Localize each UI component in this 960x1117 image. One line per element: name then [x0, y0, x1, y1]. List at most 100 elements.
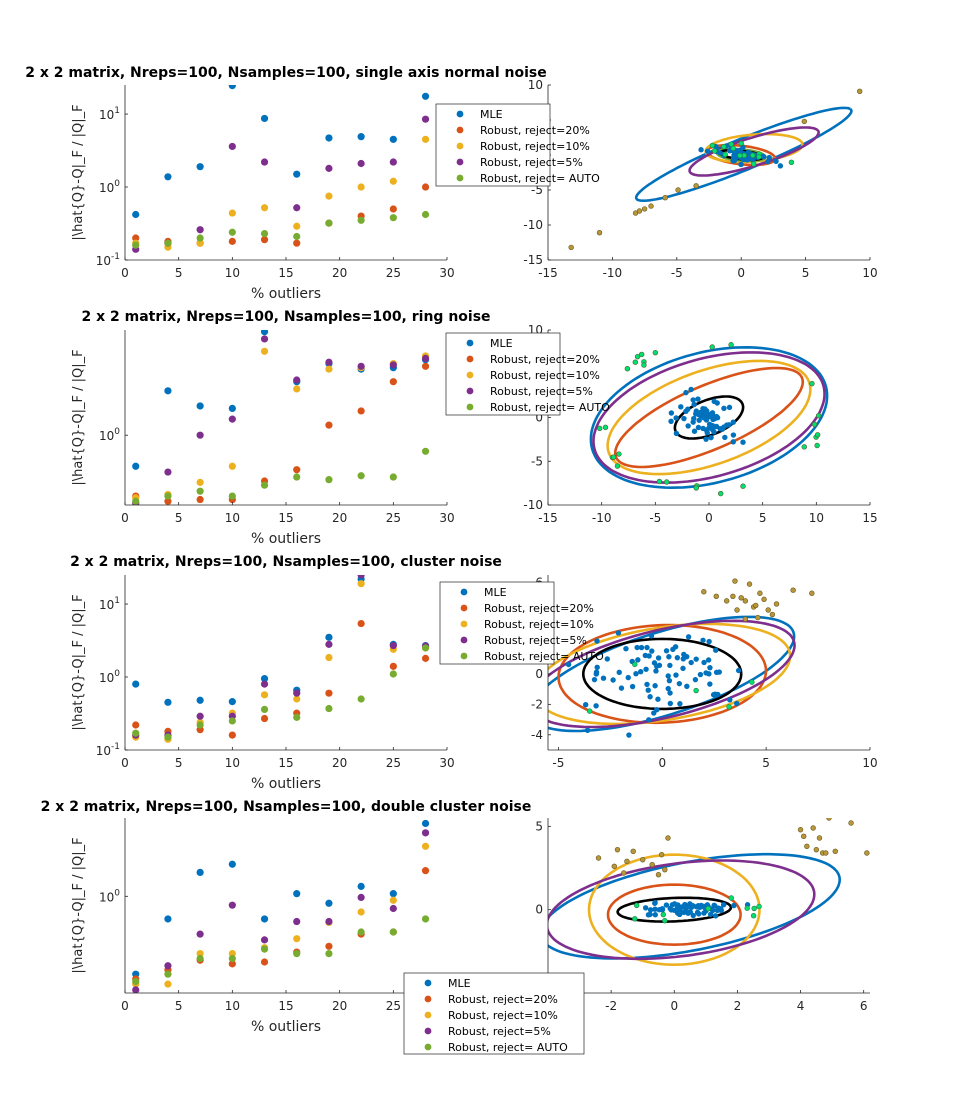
point-0 [132, 210, 140, 219]
far-outlier-point [746, 581, 753, 587]
ellipse-3 [688, 126, 820, 177]
inlier-point [740, 439, 746, 445]
y-tick-label: 101 [99, 596, 120, 612]
point-3 [164, 962, 172, 970]
y-tick-label: 10-1 [96, 742, 120, 758]
point-4 [228, 717, 236, 725]
point-2 [421, 842, 430, 850]
inlier-point [700, 637, 706, 643]
outlier-point [756, 154, 762, 160]
point-1 [357, 619, 365, 628]
plot-area [132, 575, 430, 743]
inlier-point [651, 660, 658, 666]
inlier-point [702, 407, 708, 413]
x-tick-label: -2 [605, 999, 617, 1013]
x-tick-label: 0 [121, 756, 129, 770]
point-0 [164, 915, 172, 923]
point-2 [357, 183, 365, 191]
point-2 [293, 935, 301, 943]
point-2 [389, 896, 397, 904]
inlier-point [633, 671, 639, 677]
point-4 [260, 481, 269, 489]
x-tick-label: 20 [332, 511, 347, 525]
x-tick-label: 25 [386, 266, 401, 280]
far-outlier-point [624, 858, 630, 865]
point-4 [164, 239, 172, 247]
legend: MLE Robust, reject=20% Robust, reject=10% R… [435, 103, 600, 187]
point-0 [228, 85, 236, 90]
point-4 [421, 210, 430, 219]
outlier-point [744, 905, 750, 911]
inlier-point [648, 633, 655, 639]
inlier-point [731, 902, 737, 909]
point-2 [196, 239, 204, 247]
ellipse-1 [606, 883, 742, 947]
point-4 [164, 492, 172, 500]
far-outlier-point [658, 851, 665, 858]
point-0 [325, 134, 333, 142]
point-3 [421, 354, 430, 363]
legend-label: Robust, reject= AUTO [484, 650, 604, 663]
inlier-point [705, 411, 712, 418]
point-3 [357, 159, 365, 168]
inlier-point [727, 697, 733, 703]
point-2 [325, 192, 333, 200]
y-tick-label: 0 [535, 667, 543, 681]
inlier-point [618, 685, 625, 691]
inlier-point [688, 659, 694, 666]
inlier-point [720, 902, 727, 908]
ring-outlier-point [815, 412, 822, 419]
inlier-point [687, 901, 693, 907]
inlier-point [691, 415, 697, 422]
inlier-point [685, 423, 691, 429]
point-2 [228, 209, 236, 217]
point-4 [421, 915, 430, 923]
ring-outlier-point [814, 442, 820, 449]
legend-box [435, 103, 551, 187]
inlier-point [693, 656, 699, 662]
inlier-point [698, 147, 704, 153]
legend-marker [456, 158, 464, 166]
point-1 [132, 234, 140, 242]
ring-outlier-point [718, 490, 724, 497]
point-3 [389, 158, 397, 166]
inlier-point [667, 700, 674, 707]
panel-5: 2 x 2 matrix, Nreps=100, Nsamples=100, c… [70, 554, 502, 792]
point-3 [325, 358, 333, 366]
y-axis-label: |\hat{Q}-Q|_F / |Q|_F [71, 594, 86, 730]
point-3 [389, 361, 397, 369]
inlier-point [713, 647, 719, 653]
inlier-point [701, 910, 707, 916]
far-outlier-point [816, 835, 823, 841]
legend-marker [456, 110, 464, 118]
y-tick-label: 0 [535, 411, 543, 425]
far-outlier-point [797, 826, 804, 833]
x-tick-label: 15 [278, 756, 293, 770]
inlier-point [715, 691, 721, 698]
legend-marker [456, 174, 464, 182]
inlier-point [722, 434, 728, 441]
inlier-point [697, 671, 704, 678]
point-0 [164, 698, 172, 706]
point-4 [293, 949, 301, 958]
outlier-point [737, 152, 743, 159]
point-3 [196, 431, 204, 439]
outlier-point [709, 142, 716, 149]
point-4 [389, 670, 397, 678]
far-outlier-point [641, 206, 648, 212]
ellipse-3 [548, 859, 816, 961]
inlier-point [666, 677, 673, 684]
outlier-point [711, 148, 718, 154]
inlier-point [685, 910, 691, 916]
chart-title: 2 x 2 matrix, Nreps=100, Nsamples=100, r… [81, 309, 490, 325]
far-outlier-point [738, 595, 744, 601]
point-0 [293, 170, 301, 178]
x-tick-label: 5 [175, 999, 183, 1013]
point-3 [196, 930, 204, 938]
point-3 [132, 986, 140, 993]
inlier-point [695, 424, 702, 431]
x-tick-label: 30 [439, 756, 454, 770]
y-tick-label: 5 [535, 819, 543, 833]
